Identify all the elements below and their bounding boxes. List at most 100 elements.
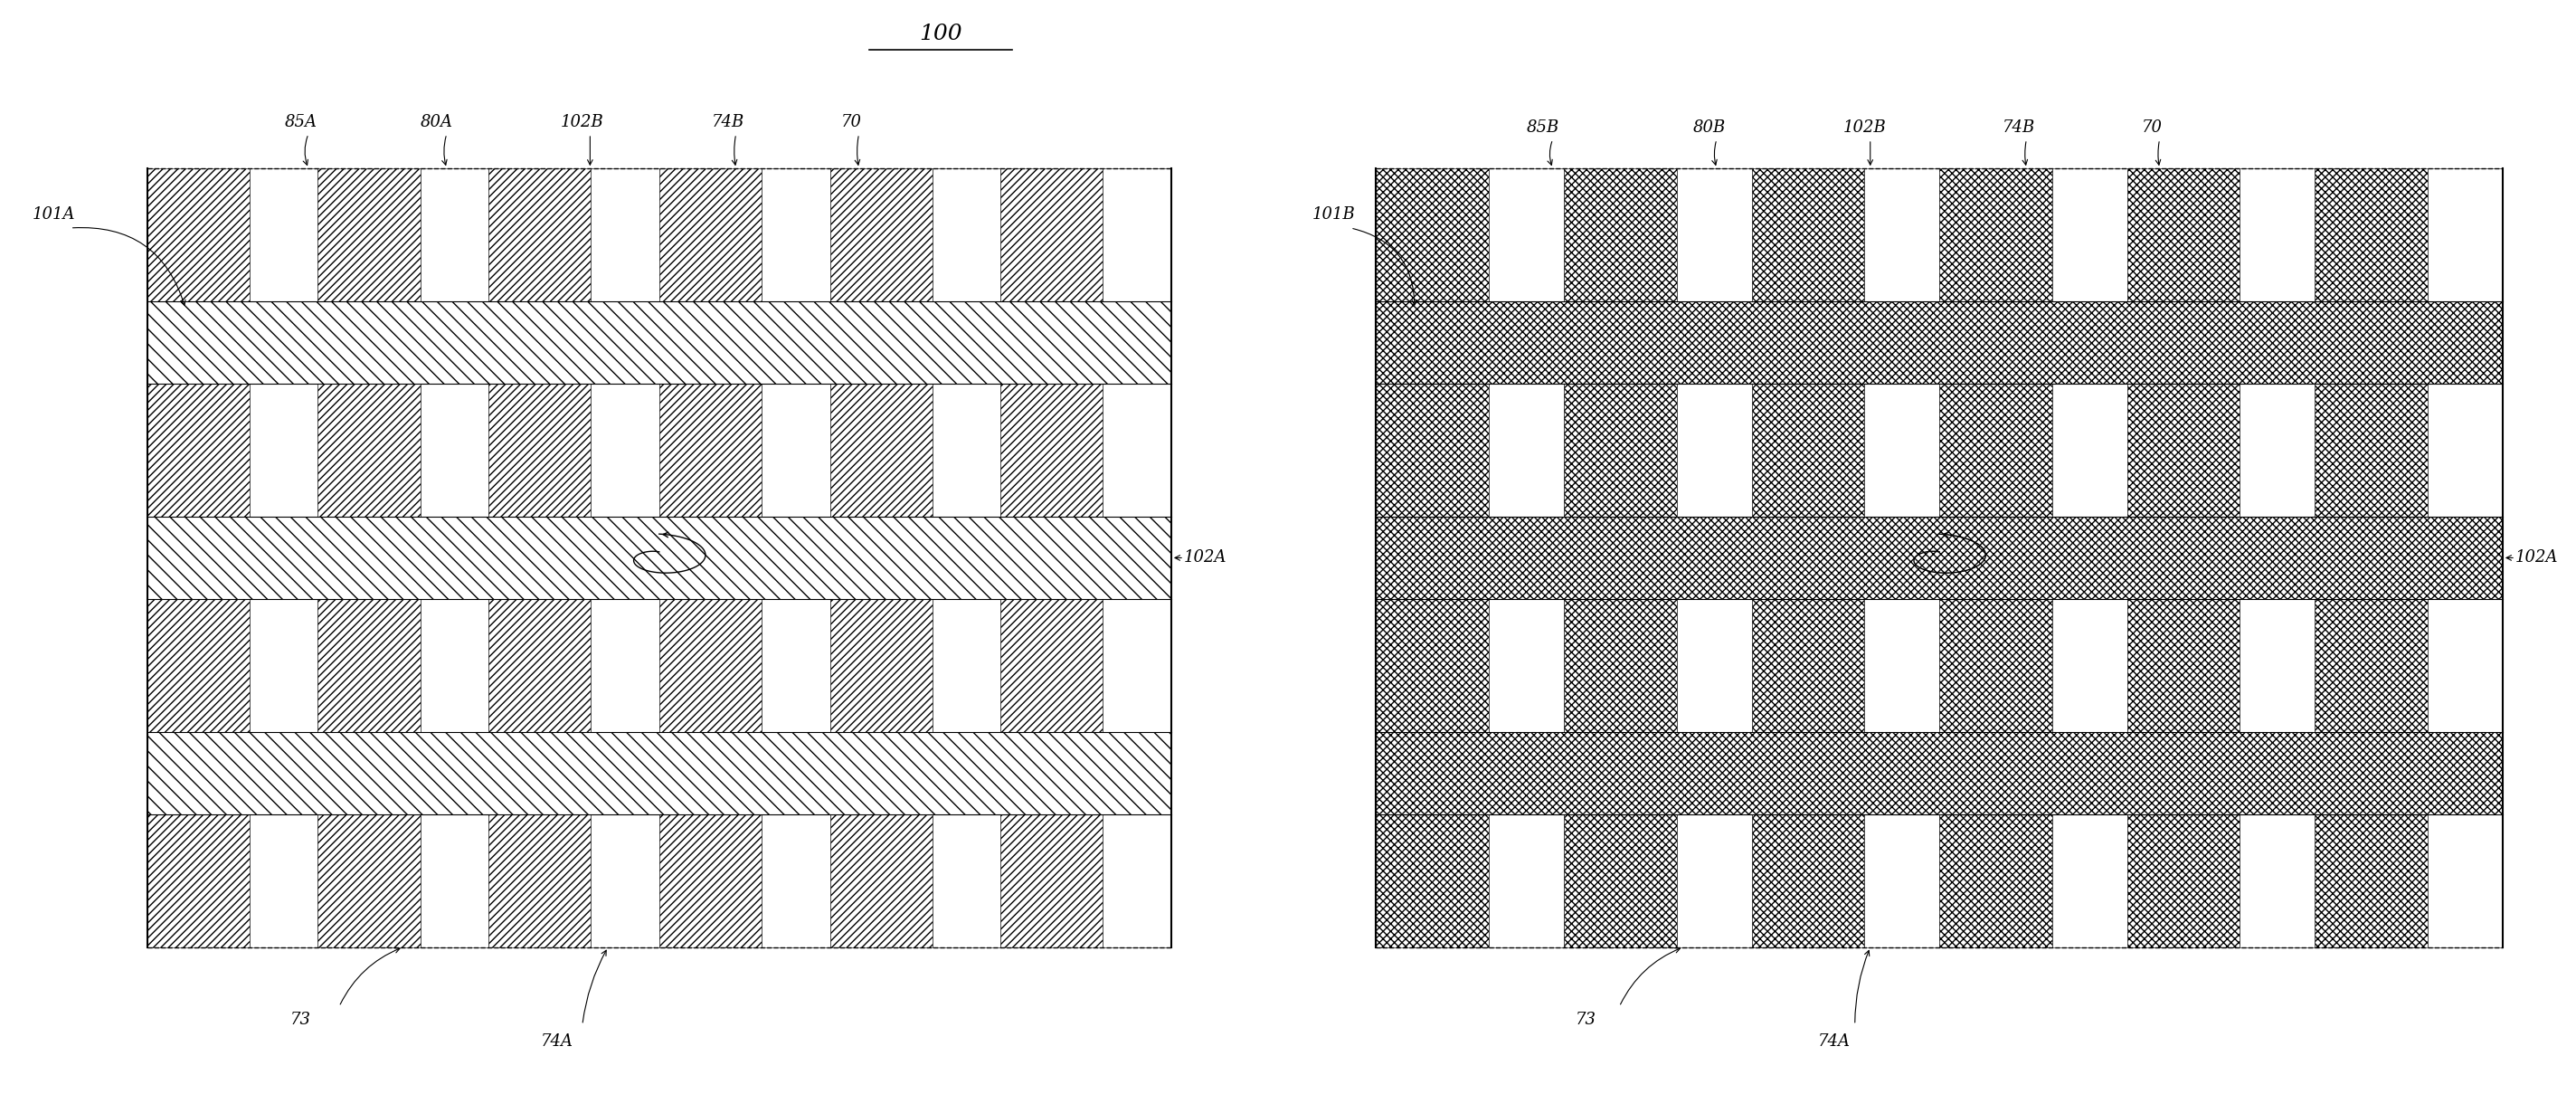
Bar <box>1564 168 1677 301</box>
Text: 102B: 102B <box>1844 119 1886 136</box>
Bar <box>1677 814 1752 947</box>
Bar <box>1489 168 1564 301</box>
Bar <box>1103 384 1172 516</box>
Bar <box>2128 384 2239 516</box>
Bar <box>1752 814 1865 947</box>
Bar <box>2128 168 2239 301</box>
Bar <box>147 732 1172 814</box>
Bar <box>420 384 489 516</box>
Bar <box>659 168 762 301</box>
Text: 85A: 85A <box>283 115 317 130</box>
Bar <box>1489 384 1564 516</box>
Bar <box>420 814 489 947</box>
Bar <box>1564 384 1677 516</box>
Bar <box>489 600 590 732</box>
Text: 101A: 101A <box>31 207 75 222</box>
Bar <box>147 168 250 301</box>
Text: 101B: 101B <box>1311 207 1355 222</box>
Bar <box>590 600 659 732</box>
Bar <box>250 600 317 732</box>
Bar <box>933 384 999 516</box>
Bar <box>762 600 829 732</box>
Bar <box>489 168 590 301</box>
Text: 102A: 102A <box>2517 549 2558 566</box>
Bar <box>762 814 829 947</box>
Text: 74A: 74A <box>541 1034 572 1050</box>
Bar <box>317 814 420 947</box>
Text: 73: 73 <box>291 1012 312 1028</box>
Bar <box>489 384 590 516</box>
Bar <box>1376 600 1489 732</box>
Bar <box>1564 600 1677 732</box>
Text: 74A: 74A <box>1819 1034 1850 1050</box>
Bar <box>147 516 1172 600</box>
Bar <box>659 384 762 516</box>
Bar <box>147 600 250 732</box>
Bar <box>2427 600 2504 732</box>
Bar <box>829 384 933 516</box>
Bar <box>250 814 317 947</box>
Bar <box>1376 301 2504 384</box>
Text: 74B: 74B <box>711 115 744 130</box>
Bar <box>2316 814 2427 947</box>
Bar <box>250 168 317 301</box>
Bar <box>1940 814 2053 947</box>
Bar <box>659 814 762 947</box>
Text: 74B: 74B <box>2002 119 2035 136</box>
Bar <box>999 600 1103 732</box>
Bar <box>1376 384 1489 516</box>
Bar <box>1489 600 1564 732</box>
Bar <box>999 814 1103 947</box>
Bar <box>317 384 420 516</box>
Bar <box>317 600 420 732</box>
Bar <box>2239 814 2316 947</box>
Bar <box>1376 168 1489 301</box>
Bar <box>2427 168 2504 301</box>
Bar <box>1677 600 1752 732</box>
Bar <box>829 600 933 732</box>
Bar <box>999 384 1103 516</box>
Bar <box>1677 384 1752 516</box>
Bar <box>1103 814 1172 947</box>
Text: 100: 100 <box>920 23 963 44</box>
Bar <box>2427 384 2504 516</box>
Bar <box>2128 600 2239 732</box>
Bar <box>1564 814 1677 947</box>
Bar <box>1376 732 2504 814</box>
Bar <box>1376 814 1489 947</box>
Bar <box>1940 384 2053 516</box>
Text: 80A: 80A <box>420 115 453 130</box>
Bar <box>2053 168 2128 301</box>
Bar <box>147 814 250 947</box>
Text: 102A: 102A <box>1185 549 1226 566</box>
Text: 70: 70 <box>2141 119 2161 136</box>
Bar <box>999 168 1103 301</box>
Bar <box>1489 814 1564 947</box>
Bar <box>2053 384 2128 516</box>
Bar <box>317 168 420 301</box>
Bar <box>1865 168 1940 301</box>
Text: 73: 73 <box>1577 1012 1597 1028</box>
Bar <box>933 600 999 732</box>
Bar <box>1752 600 1865 732</box>
Bar <box>250 384 317 516</box>
Bar <box>1752 168 1865 301</box>
Text: 70: 70 <box>840 115 860 130</box>
Bar <box>590 384 659 516</box>
Bar <box>829 168 933 301</box>
Bar <box>147 301 1172 384</box>
Text: 80B: 80B <box>1692 119 1726 136</box>
Bar <box>590 168 659 301</box>
Bar <box>829 814 933 947</box>
Bar <box>2053 814 2128 947</box>
Bar <box>933 814 999 947</box>
Bar <box>420 168 489 301</box>
Bar <box>1940 168 2053 301</box>
Bar <box>1865 600 1940 732</box>
Bar <box>489 814 590 947</box>
Bar <box>1677 168 1752 301</box>
Bar <box>762 168 829 301</box>
Text: 85B: 85B <box>1525 119 1558 136</box>
Bar <box>1865 814 1940 947</box>
Text: 102B: 102B <box>562 115 603 130</box>
